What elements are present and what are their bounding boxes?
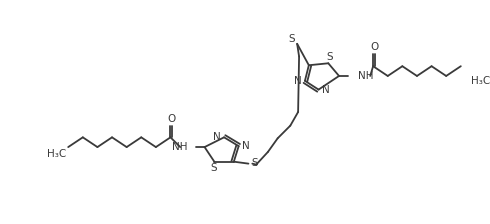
Text: S: S — [326, 52, 333, 62]
Text: O: O — [370, 42, 378, 52]
Text: N: N — [294, 76, 302, 86]
Text: H₃C: H₃C — [470, 76, 490, 86]
Text: H₃C: H₃C — [47, 149, 66, 159]
Text: S: S — [251, 158, 258, 168]
Text: N: N — [213, 132, 221, 142]
Text: NH: NH — [358, 71, 373, 81]
Text: N: N — [321, 85, 329, 95]
Text: O: O — [168, 114, 175, 124]
Text: NH: NH — [172, 142, 187, 152]
Text: S: S — [210, 163, 217, 172]
Text: N: N — [242, 141, 249, 151]
Text: S: S — [288, 34, 294, 44]
